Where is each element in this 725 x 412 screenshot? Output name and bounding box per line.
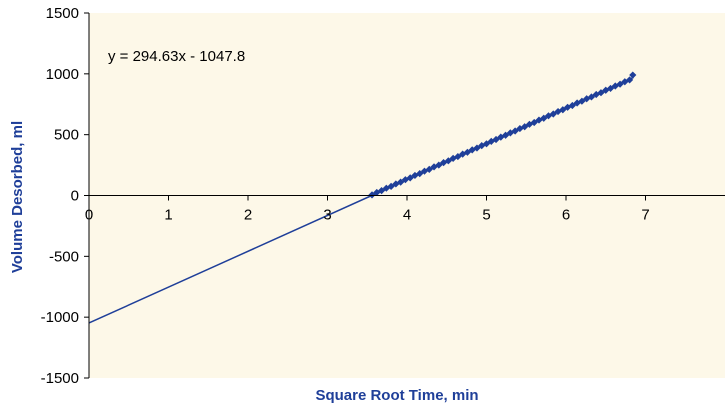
data-point (397, 178, 405, 186)
data-point (435, 161, 443, 169)
y-tick-label: 0 (71, 188, 79, 205)
x-tick-label: 3 (323, 207, 331, 224)
data-point (377, 187, 386, 195)
x-tick-label: 6 (562, 207, 570, 224)
data-point (511, 127, 519, 135)
data-point (544, 112, 553, 120)
trendline-equation: y = 294.63x - 1047.8 (108, 48, 245, 65)
y-tick-label: -1500 (41, 370, 79, 387)
data-point (530, 118, 538, 127)
x-tick-label: 5 (482, 207, 490, 224)
data-point (406, 174, 414, 182)
data-point (583, 95, 591, 103)
points-layer (368, 71, 637, 199)
data-point (487, 137, 495, 145)
data-point (535, 116, 543, 124)
data-point (611, 82, 619, 90)
data-point (482, 140, 491, 148)
y-axis-title: Volume Desorbed, ml (9, 121, 26, 273)
data-point (602, 86, 610, 94)
data-point (606, 84, 615, 93)
data-point (554, 107, 562, 116)
data-point (597, 89, 605, 97)
y-ticks: 1500 1000 500 0 -500 -1000 -1500 (41, 5, 89, 387)
x-ticks: 0 1 2 3 4 5 6 7 (85, 195, 650, 224)
data-point (587, 93, 596, 101)
data-point (382, 184, 390, 192)
x-tick-label: 0 (85, 207, 93, 224)
y-tick-label: -1000 (41, 309, 79, 326)
data-point (540, 114, 548, 122)
data-point (449, 154, 457, 162)
data-point (521, 123, 529, 131)
data-point (463, 148, 472, 156)
data-point (401, 176, 410, 184)
data-point (626, 76, 634, 84)
data-point (629, 71, 637, 79)
data-point (425, 165, 433, 173)
data-point (578, 97, 586, 105)
data-point (559, 106, 567, 114)
data-point (525, 120, 534, 128)
x-tick-label: 4 (403, 207, 411, 224)
data-point (416, 170, 424, 178)
data-point (420, 167, 429, 175)
y-tick-label: -500 (49, 248, 79, 265)
x-tick-label: 7 (641, 207, 649, 224)
data-point (454, 152, 462, 161)
x-tick-label: 1 (164, 207, 172, 224)
data-point (373, 188, 381, 197)
data-point (549, 110, 557, 118)
data-point (501, 131, 510, 139)
data-point (368, 191, 376, 199)
y-tick-label: 500 (54, 127, 79, 144)
data-point (459, 150, 467, 158)
data-point (387, 182, 395, 190)
x-axis-title: Square Root Time, min (315, 387, 478, 404)
data-point (616, 80, 624, 88)
data-point (621, 78, 629, 86)
data-point (492, 135, 500, 144)
data-point (506, 129, 514, 137)
data-point (444, 157, 452, 165)
data-point (430, 163, 438, 171)
y-tick-label: 1000 (46, 66, 79, 83)
x-tick-label: 2 (244, 207, 252, 224)
data-point (568, 101, 576, 110)
y-tick-label: 1500 (46, 5, 79, 22)
data-point (473, 144, 481, 152)
